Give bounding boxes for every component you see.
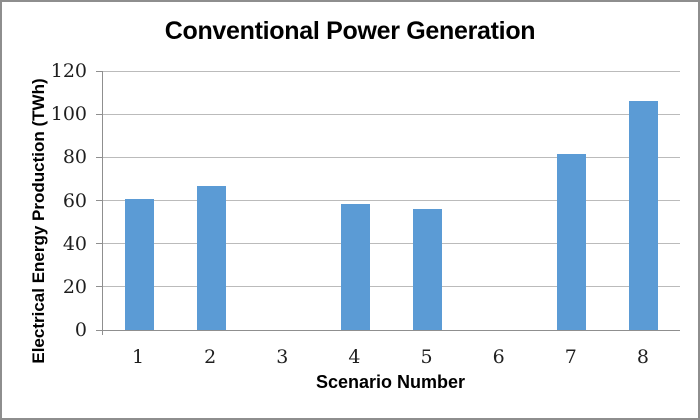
bar xyxy=(196,186,226,330)
y-axis-tick xyxy=(96,156,103,158)
y-axis-tick xyxy=(96,286,103,288)
y-tick-label: 40 xyxy=(62,232,87,255)
bar xyxy=(413,209,443,330)
x-axis-title: Scenario Number xyxy=(315,372,466,392)
y-tick-label: 120 xyxy=(50,60,87,82)
gridline xyxy=(103,243,680,245)
x-tick-label: 4 xyxy=(348,346,361,368)
x-axis-origin-tick xyxy=(102,330,103,335)
gridline xyxy=(103,200,680,201)
bar xyxy=(124,199,154,330)
y-tick-label: 100 xyxy=(50,103,87,126)
bar xyxy=(557,154,587,330)
x-tick-label: 8 xyxy=(636,346,649,368)
y-axis-tick xyxy=(96,113,103,115)
x-tick-label: 5 xyxy=(420,346,433,368)
x-tick-label: 3 xyxy=(276,346,289,368)
x-tick-label: 7 xyxy=(564,346,577,368)
x-tick-label: 6 xyxy=(492,346,505,368)
y-tick-label: 0 xyxy=(74,319,87,341)
bar xyxy=(629,101,659,330)
y-tick-label: 80 xyxy=(62,146,87,169)
gridline xyxy=(103,70,680,72)
y-axis-tick xyxy=(96,200,103,201)
y-axis-tick xyxy=(96,329,103,331)
y-axis-tick xyxy=(96,70,103,72)
x-tick-label: 2 xyxy=(204,346,217,368)
chart-title: Conventional Power Generation xyxy=(164,17,536,45)
x-tick-label: 1 xyxy=(132,346,145,368)
y-axis-tick xyxy=(96,243,103,245)
y-tick-label: 20 xyxy=(62,275,87,298)
gridline xyxy=(103,113,680,115)
gridline xyxy=(103,286,680,288)
y-tick-label: 60 xyxy=(62,189,87,212)
bar xyxy=(340,203,370,330)
gridline xyxy=(103,156,680,158)
plot-area xyxy=(96,70,680,335)
